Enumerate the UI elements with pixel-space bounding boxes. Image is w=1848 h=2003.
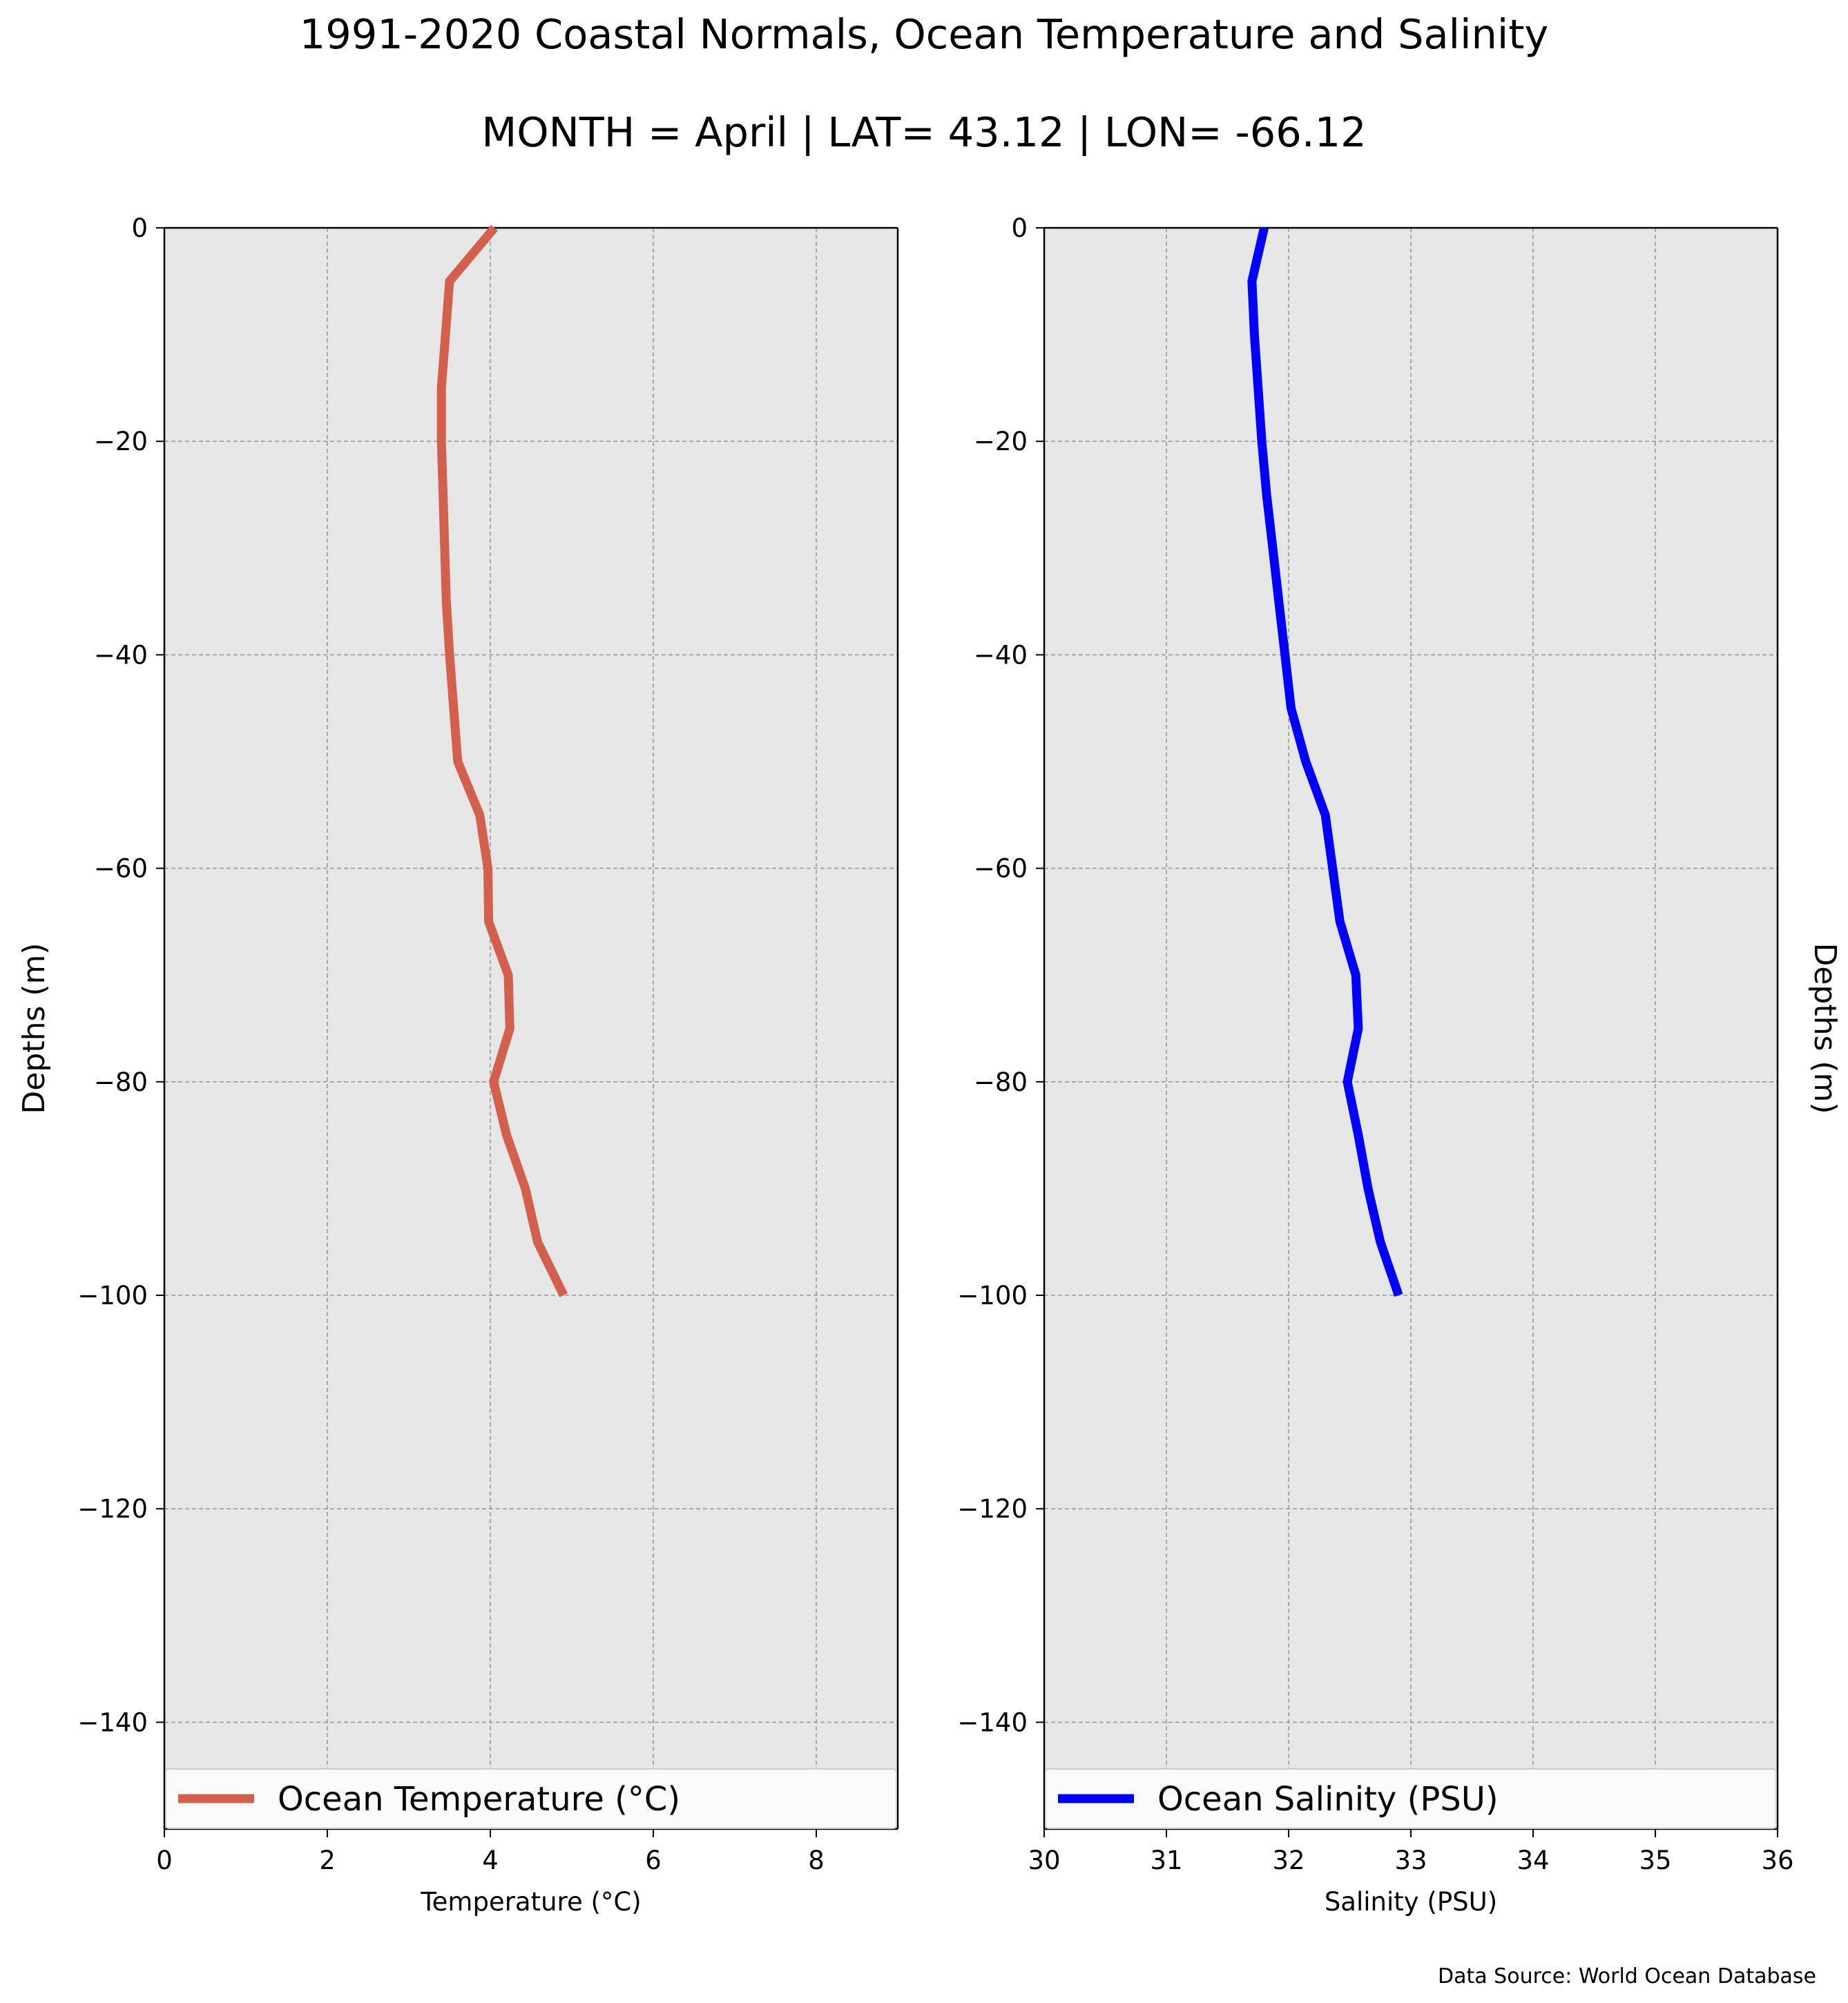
y-tick-label: −40 <box>974 640 1028 670</box>
y-tick-label: −140 <box>957 1707 1028 1737</box>
x-tick-label: 35 <box>1639 1846 1671 1875</box>
y-tick-label: −60 <box>974 854 1028 884</box>
undefined-data-point <box>1251 280 1253 282</box>
undefined-legend: Ocean Salinity (PSU) <box>1045 1768 1777 1829</box>
x-tick-label: 31 <box>1150 1846 1182 1875</box>
chart-subtitle: MONTH = April | LAT= 43.12 | LON= -66.12 <box>481 108 1366 156</box>
x-tick-label: 6 <box>645 1846 662 1875</box>
y-tick-label: −100 <box>77 1281 148 1310</box>
y-tick-label: −120 <box>77 1494 148 1524</box>
undefined-data-point <box>537 1241 538 1243</box>
legend-box <box>1045 1768 1777 1829</box>
y-tick-label: 0 <box>1011 213 1028 243</box>
legend-box <box>165 1768 897 1829</box>
salinity-panel: 30 31 32 33 34 35 36 0 −20 −40 −60 −80 −100 −120 −140 S… <box>957 213 1842 1917</box>
undefined-data-point <box>1253 334 1255 336</box>
x-tick-label: 0 <box>156 1846 173 1875</box>
x-tick-label: 32 <box>1272 1846 1305 1875</box>
y-tick-label: −80 <box>94 1067 148 1097</box>
undefined-data-point <box>525 1188 526 1189</box>
undefined-data-point <box>506 1134 508 1136</box>
y-tick-label: −40 <box>94 640 148 670</box>
legend-label: Ocean Salinity (PSU) <box>1157 1780 1499 1819</box>
undefined-legend: Ocean Temperature (°C) <box>165 1768 897 1829</box>
y-tick-label: −20 <box>94 427 148 456</box>
x-tick-label: 30 <box>1028 1846 1060 1875</box>
undefined-x-axis-title: Temperature (°C) <box>420 1887 641 1917</box>
undefined-data-point <box>1278 601 1280 602</box>
undefined-data-point <box>441 387 442 389</box>
undefined-data-point <box>441 441 442 442</box>
data-source-note: Data Source: World Ocean Database <box>1438 1964 1816 1989</box>
undefined-y-axis-title: Depths (m) <box>17 942 52 1114</box>
x-tick-label: 8 <box>808 1846 825 1875</box>
undefined-data-point <box>1367 1188 1369 1189</box>
undefined-data-point <box>445 601 447 602</box>
y-tick-label: −120 <box>957 1494 1028 1524</box>
x-tick-label: 36 <box>1761 1846 1793 1875</box>
undefined-data-point <box>493 1081 494 1083</box>
legend-label: Ocean Temperature (°C) <box>278 1780 680 1819</box>
y-tick-label: −20 <box>974 427 1028 456</box>
chart-title: 1991-2020 Coastal Normals, Ocean Tempera… <box>300 10 1549 58</box>
plot-area <box>164 228 898 1829</box>
undefined-y-axis-title: Depths (m) <box>1807 942 1842 1114</box>
y-tick-label: −100 <box>957 1281 1028 1310</box>
undefined-data-point <box>1398 1295 1399 1296</box>
x-tick-label: 34 <box>1517 1846 1549 1875</box>
undefined-data-point <box>488 921 490 922</box>
x-tick-label: 4 <box>482 1846 499 1875</box>
y-tick-label: −80 <box>974 1067 1028 1097</box>
y-tick-label: −60 <box>94 854 148 884</box>
undefined-data-point <box>1332 868 1334 869</box>
temperature-panel: 0 2 4 6 8 0 −20 −40 −60 −80 −100 −120 −140 Temperatur… <box>17 213 899 1917</box>
undefined-data-point <box>445 334 446 336</box>
y-tick-label: 0 <box>131 213 148 243</box>
x-tick-label: 2 <box>319 1846 336 1875</box>
y-tick-label: −140 <box>77 1707 148 1737</box>
undefined-x-axis-title: Salinity (PSU) <box>1325 1887 1497 1917</box>
x-tick-label: 33 <box>1394 1846 1427 1875</box>
